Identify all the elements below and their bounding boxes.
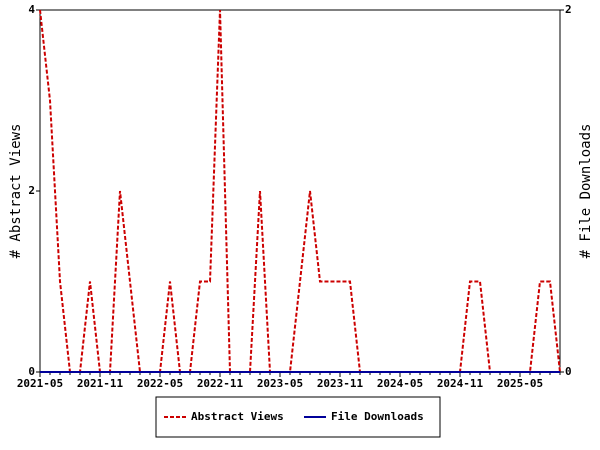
legend-box — [155, 396, 441, 438]
x-tick-label: 2021-05 — [17, 377, 63, 390]
legend-label: File Downloads — [331, 410, 424, 423]
x-tick-label: 2024-05 — [377, 377, 423, 390]
x-tick-label: 2025-05 — [497, 377, 543, 390]
y-tick-label: 0 — [28, 365, 35, 378]
x-tick-label: 2022-05 — [137, 377, 183, 390]
y2-axis-title: # File Downloads — [578, 124, 594, 259]
y-axis-title: # Abstract Views — [8, 124, 24, 259]
x-tick-label: 2021-11 — [77, 377, 124, 390]
y2-tick-label: 2 — [565, 3, 572, 16]
legend-label: Abstract Views — [191, 410, 284, 423]
y-tick-label: 2 — [28, 184, 35, 197]
plot-frame — [39, 9, 561, 373]
x-tick-label: 2022-11 — [197, 377, 244, 390]
series-line — [39, 9, 561, 373]
y-tick-label: 4 — [28, 3, 35, 16]
x-tick-label: 2023-05 — [257, 377, 303, 390]
y2-tick-label: 0 — [565, 365, 572, 378]
x-tick-label: 2024-11 — [437, 377, 484, 390]
x-tick-label: 2023-11 — [317, 377, 364, 390]
